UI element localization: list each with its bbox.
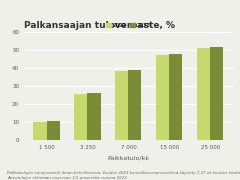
Bar <box>34 122 47 140</box>
Bar <box>156 55 169 140</box>
Bar <box>74 94 88 140</box>
Legend: 2022, 2023: 2022, 2023 <box>104 21 153 31</box>
Bar <box>169 54 182 140</box>
Text: Palkansaajan tuloveroaste, %: Palkansaajan tuloveroaste, % <box>24 21 175 30</box>
Text: Palkkatulojen veroprosentti ilman kirkollisveroa. Vuoden 2023 kunnallisveroprose: Palkkatulojen veroprosentti ilman kirkol… <box>7 171 240 180</box>
Bar <box>115 71 128 140</box>
Bar <box>197 48 210 140</box>
X-axis label: Palkkatulo/kk: Palkkatulo/kk <box>107 156 149 161</box>
Bar <box>210 47 223 140</box>
Bar <box>88 93 101 140</box>
Bar <box>47 121 60 140</box>
Bar <box>128 70 142 140</box>
